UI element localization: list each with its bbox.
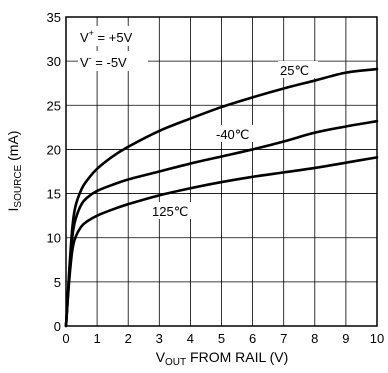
y-axis-title-main: I <box>5 208 21 212</box>
annotation-bg <box>78 26 148 46</box>
series-125c-line <box>64 156 379 328</box>
series-minus40c-line <box>64 119 379 328</box>
series-25c-line <box>64 67 379 328</box>
svg-text:V+ = +5V: V+ = +5V <box>80 28 133 45</box>
curve-label-25c: 25℃ <box>278 61 318 78</box>
x-axis-title-rest: FROM RAIL (V) <box>186 349 288 365</box>
y-tick-label: 35 <box>47 10 61 25</box>
y-axis-title: ISOURCE (mA) <box>5 131 24 212</box>
y-tick-label: 5 <box>54 275 61 290</box>
curve-label-minus40c-text: -40℃ <box>216 127 249 142</box>
x-tick-label: 2 <box>125 331 132 346</box>
annotation-vminus-base: V <box>80 55 89 70</box>
y-tick-label: 15 <box>47 187 61 202</box>
curve-label-bg <box>150 202 194 219</box>
x-axis-title-main: V <box>156 349 166 365</box>
curve-label-25c-text: 25℃ <box>280 63 309 78</box>
plot-frame <box>65 16 378 327</box>
annotation-vminus-rest: = -5V <box>92 55 127 70</box>
annotation-vminus-sup: - <box>89 53 92 63</box>
x-tick-label: 0 <box>62 331 69 346</box>
y-tick-label: 10 <box>47 231 61 246</box>
x-tick-label: 10 <box>370 331 384 346</box>
y-axis-title-rest: (mA) <box>5 131 21 165</box>
x-tick-label: 6 <box>249 331 256 346</box>
x-tick-labels: 0 1 2 3 4 5 6 7 8 9 10 <box>62 331 384 346</box>
x-tick-label: 3 <box>156 331 163 346</box>
x-axis-title-sub: OUT <box>165 357 186 368</box>
y-tick-label: 0 <box>54 319 61 334</box>
x-tick-label: 5 <box>218 331 225 346</box>
x-tick-label: 7 <box>280 331 287 346</box>
y-tick-label: 25 <box>47 98 61 113</box>
svg-text:V- = -5V: V- = -5V <box>80 53 127 70</box>
curve-label-125c: 125℃ <box>150 202 194 219</box>
annotation-vplus-base: V <box>80 30 89 45</box>
y-tick-label: 30 <box>47 54 61 69</box>
annotation-vplus-rest: = +5V <box>94 30 133 45</box>
x-tick-label: 1 <box>93 331 100 346</box>
annotation-vplus-sup: + <box>89 28 94 38</box>
supply-annotation-vplus: V+ = +5V <box>78 26 148 46</box>
curve-label-bg <box>278 61 318 78</box>
curve-label-125c-text: 125℃ <box>152 204 188 219</box>
y-tick-labels: 0 5 10 15 20 25 30 35 <box>47 10 61 334</box>
supply-annotation-vminus: V- = -5V <box>78 51 148 71</box>
annotation-bg <box>78 51 148 71</box>
curve-label-bg <box>214 125 256 142</box>
curve-label-minus40c: -40℃ <box>214 125 256 142</box>
x-tick-label: 9 <box>342 331 349 346</box>
y-axis-title-sub: SOURCE <box>13 164 24 207</box>
x-axis-title: VOUT FROM RAIL (V) <box>156 349 289 368</box>
x-tick-label: 8 <box>311 331 318 346</box>
curves <box>64 67 379 328</box>
x-tick-label: 4 <box>187 331 194 346</box>
y-tick-label: 20 <box>47 142 61 157</box>
